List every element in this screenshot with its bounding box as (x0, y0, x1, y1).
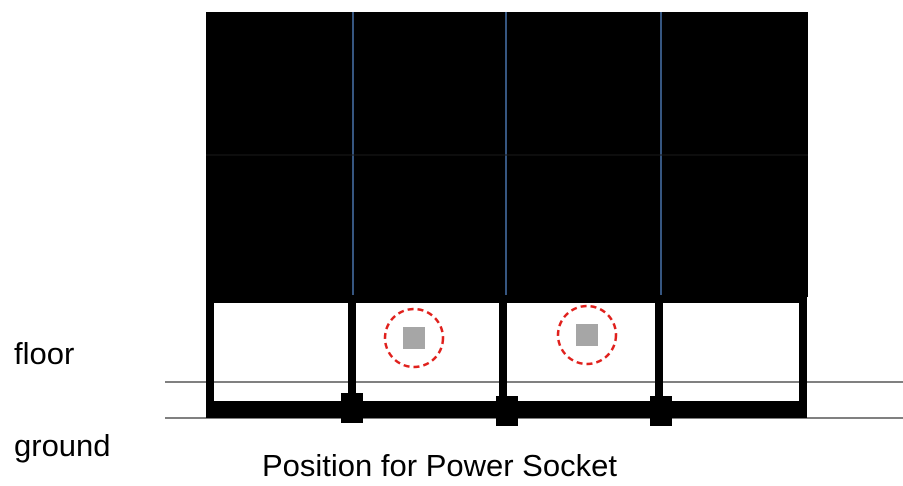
cell-divider-1 (348, 299, 356, 414)
socket-marker-circle (383, 307, 445, 369)
power-socket-2 (556, 304, 618, 366)
floor-label: floor (14, 336, 75, 371)
foot-1 (341, 393, 363, 423)
power-socket-1 (383, 307, 445, 369)
ground-label: ground (14, 428, 111, 463)
foot-2 (496, 396, 518, 426)
socket-icon (403, 327, 425, 349)
lower-frame (206, 295, 807, 426)
diagram-caption: Position for Power Socket (262, 448, 617, 483)
socket-icon (576, 324, 598, 346)
socket-marker-circle (556, 304, 618, 366)
foot-3 (650, 396, 672, 426)
cell-divider-3 (655, 299, 663, 414)
cell-divider-2 (499, 299, 507, 414)
